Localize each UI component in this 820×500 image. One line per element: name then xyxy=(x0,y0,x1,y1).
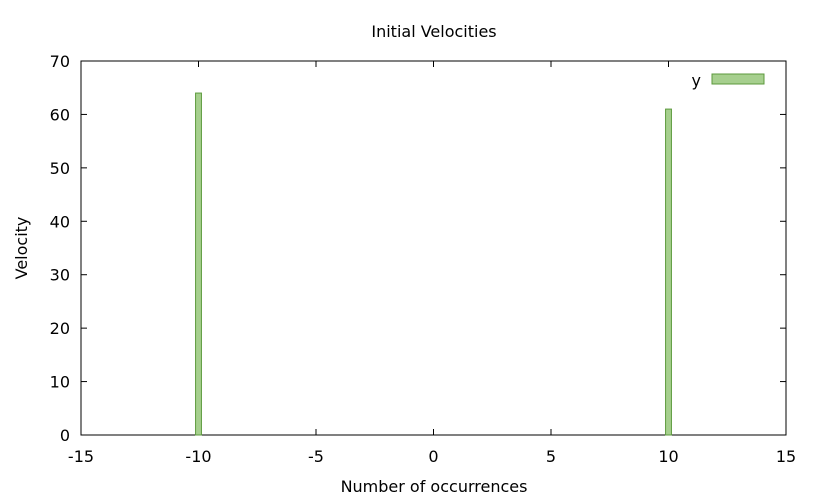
bar xyxy=(195,92,202,436)
legend-swatch xyxy=(711,73,765,85)
y-tick-label: 0 xyxy=(60,426,70,445)
x-axis-title: Number of occurrences xyxy=(341,477,528,496)
y-tick-label: 70 xyxy=(50,52,70,71)
x-tick-label: -5 xyxy=(308,447,324,466)
plot-area xyxy=(80,60,787,436)
bar xyxy=(665,108,672,436)
x-tick-label: 5 xyxy=(546,447,556,466)
y-tick-label: 10 xyxy=(50,373,70,392)
x-tick-label: 15 xyxy=(776,447,796,466)
y-tick-label: 20 xyxy=(50,319,70,338)
chart-title: Initial Velocities xyxy=(371,22,496,41)
y-axis-title: Velocity xyxy=(12,217,31,280)
x-tick-label: -10 xyxy=(185,447,211,466)
y-tick-label: 30 xyxy=(50,266,70,285)
y-tick-label: 50 xyxy=(50,159,70,178)
x-axis: -15 -10 -5 0 5 10 15 xyxy=(68,61,796,466)
x-tick-label: -15 xyxy=(68,447,94,466)
legend-label: y xyxy=(692,71,701,90)
y-tick-label: 40 xyxy=(50,212,70,231)
y-tick-label: 60 xyxy=(50,105,70,124)
bar-series xyxy=(195,92,672,436)
y-axis: 0 10 20 30 40 50 60 70 xyxy=(50,52,786,445)
x-tick-label: 10 xyxy=(658,447,678,466)
legend: y xyxy=(692,71,765,90)
x-tick-label: 0 xyxy=(428,447,438,466)
